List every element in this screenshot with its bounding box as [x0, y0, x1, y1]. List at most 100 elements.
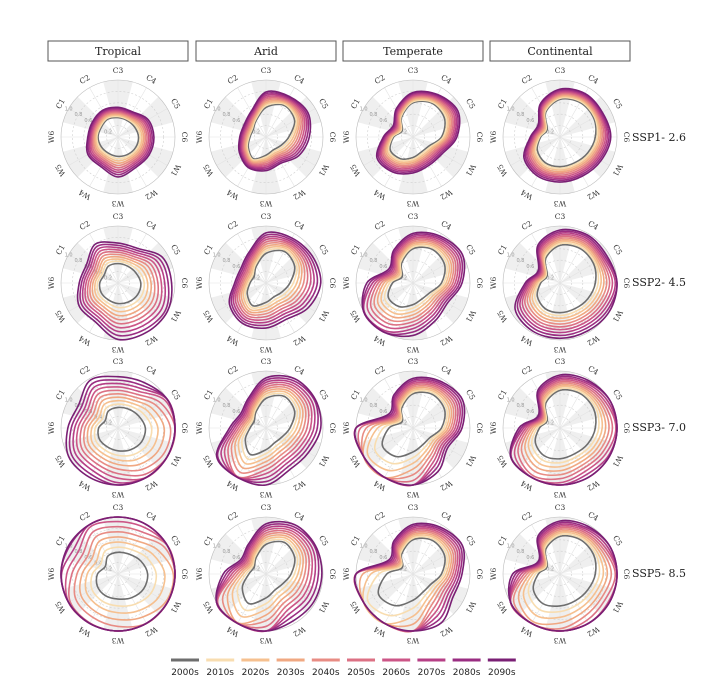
series-line-2000s — [97, 116, 140, 158]
series-line-2010s — [533, 242, 600, 317]
axis-label: W1 — [464, 309, 478, 324]
axis-label: C2 — [226, 364, 240, 377]
radial-tick-label: 0.8 — [370, 549, 378, 555]
column-header-temperate: Temperate — [342, 40, 484, 62]
axis-spoke — [237, 573, 267, 624]
series-line-2030s — [376, 241, 453, 319]
axis-label: C2 — [226, 73, 240, 86]
radial-tick-label: 0.2 — [546, 275, 554, 281]
axis-label: C5 — [464, 534, 477, 548]
grid-ring — [254, 416, 278, 440]
series-line-2020s — [231, 536, 302, 618]
axis-label: C3 — [261, 503, 272, 512]
series-line-2000s — [536, 97, 597, 168]
series-line-2020s — [242, 245, 301, 312]
axis-label: C5 — [464, 388, 477, 402]
radial-tick-label: 0.2 — [546, 566, 554, 572]
axis-label: C2 — [520, 364, 534, 377]
axis-spoke — [216, 108, 267, 138]
series-line-2050s — [216, 529, 310, 629]
grid-ring — [548, 562, 572, 586]
axis-label: C2 — [226, 219, 240, 232]
series-line-2050s — [236, 239, 309, 319]
radial-tick-label: 0.2 — [104, 420, 112, 426]
grid-ring — [367, 91, 459, 183]
axis-label: W4 — [519, 478, 535, 492]
grid-ring — [389, 259, 437, 307]
series-line-2070s — [378, 92, 458, 172]
series-line-2030s — [244, 99, 301, 164]
axis-label: C4 — [586, 219, 600, 232]
axis-label: C5 — [317, 97, 330, 111]
axis-spoke — [68, 573, 119, 603]
series-line-2010s — [387, 99, 448, 162]
axis-label: W2 — [291, 188, 307, 202]
axis-label: W3 — [407, 345, 420, 354]
legend-item: 2080s — [452, 658, 481, 678]
axis-label: W4 — [372, 187, 388, 201]
radial-tick-label: 1.0 — [360, 253, 368, 259]
axis-label: W6 — [489, 422, 498, 435]
series-line-2060s — [513, 378, 617, 484]
radial-tick-label: 1.0 — [65, 107, 73, 113]
grid-ring — [254, 271, 278, 295]
axis-label: W5 — [348, 308, 362, 324]
radial-tick-label: 0.8 — [223, 403, 231, 409]
series-line-2030s — [524, 383, 607, 472]
radial-tick-label: 0.2 — [546, 129, 554, 135]
series-line-2060s — [527, 91, 607, 178]
axis-spoke — [559, 573, 589, 624]
axis-label: W4 — [77, 333, 93, 347]
axis-label: W5 — [348, 162, 362, 178]
series-line-2070s — [81, 246, 167, 333]
axis-label: C6 — [622, 278, 631, 289]
series-line-2000s — [532, 534, 597, 607]
axis-label: C5 — [317, 534, 330, 548]
radial-tick-label: 0.8 — [517, 112, 525, 118]
axis-label: C3 — [113, 357, 124, 366]
axis-label: W5 — [53, 453, 67, 469]
series-line-2090s — [228, 231, 322, 330]
axis-label: C5 — [317, 243, 330, 257]
column-title: Temperate — [383, 45, 443, 58]
series-line-2020s — [533, 95, 600, 171]
series-line-2030s — [384, 97, 451, 165]
radial-tick-label: 0.6 — [379, 118, 387, 124]
axis-label: W3 — [112, 490, 125, 499]
legend-item: 2070s — [417, 658, 446, 678]
row-label-ssp3-7-0: SSP3- 7.0 — [632, 421, 686, 434]
axis-label: C6 — [180, 423, 189, 434]
axis-label: W3 — [260, 345, 273, 354]
axis-label: C3 — [555, 503, 566, 512]
series-line-2030s — [86, 396, 166, 467]
radial-tick-label: 0.2 — [399, 566, 407, 572]
series-line-2030s — [531, 94, 602, 173]
grid-ring — [548, 416, 572, 440]
axis-label: W3 — [112, 636, 125, 645]
axis-label: W1 — [169, 600, 183, 615]
grid-ring — [220, 237, 312, 329]
series-line-2090s — [65, 375, 176, 486]
series-line-2060s — [380, 93, 456, 170]
grid-ring — [548, 271, 572, 295]
grid-ring — [72, 237, 164, 329]
grid-ring — [525, 539, 595, 609]
radial-tick-label: 1.0 — [213, 398, 221, 404]
radial-tick-label: 1.0 — [213, 107, 221, 113]
axis-label: W6 — [489, 277, 498, 290]
axis-label: W2 — [438, 625, 454, 639]
grid-ring — [536, 550, 584, 598]
column-headers: Tropical Arid Temperate Continental — [47, 40, 631, 62]
axis-label: C4 — [586, 364, 600, 377]
series-line-2040s — [82, 393, 172, 472]
series-line-2000s — [246, 249, 296, 307]
series-line-2000s — [387, 246, 446, 308]
series-line-2040s — [243, 98, 303, 165]
axis-label: W6 — [195, 131, 204, 144]
series-line-2010s — [527, 533, 601, 613]
radial-tick-label: 0.8 — [517, 549, 525, 555]
